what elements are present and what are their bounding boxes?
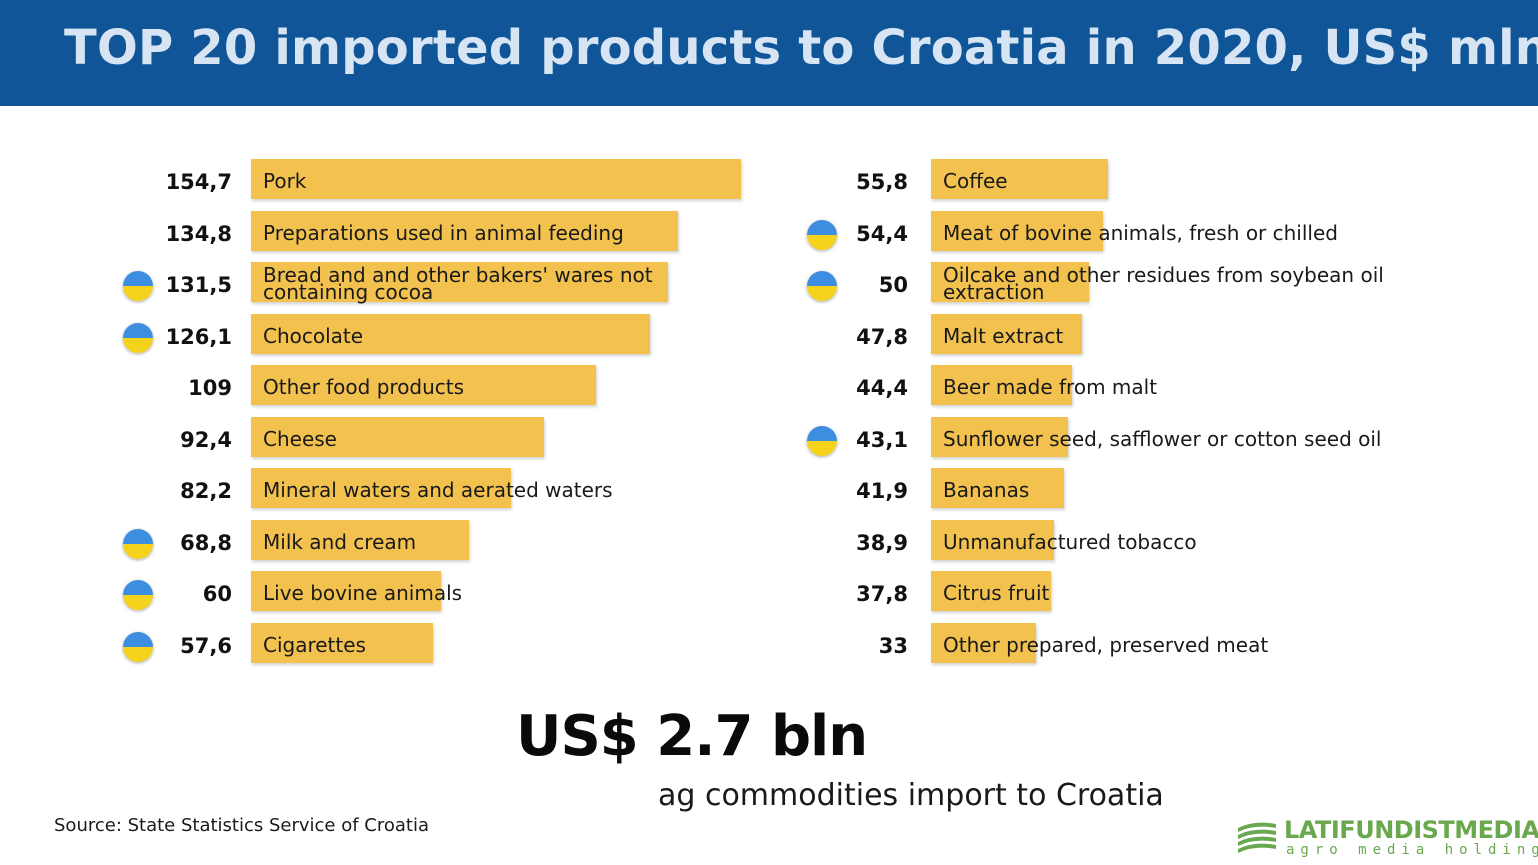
title-banner: TOP 20 imported products to Croatia in 2… [0,0,1538,106]
category-label-line: Bread and and other bakers' wares not [263,263,653,287]
bar-value-label: 131,5 [165,273,232,297]
bar-value-label: 92,4 [180,428,232,452]
category-label: Preparations used in animal feeding [263,221,624,245]
category-label: Malt extract [943,324,1064,348]
bar [931,623,1036,663]
bar-value-label: 44,4 [856,376,908,400]
category-label-line: containing cocoa [263,280,434,304]
bar [251,262,668,302]
category-label: Bread and and other bakers' wares not con… [263,263,653,304]
ukraine-flag-icon [123,529,153,559]
bar [931,211,1103,251]
bar-value-label: 68,8 [180,531,232,555]
bar [931,468,1064,508]
category-label: Cheese [263,427,337,451]
bar-value-label: 37,8 [856,582,908,606]
ukraine-flag-icon [807,271,837,301]
bar-value-label: 50 [878,273,908,297]
logo-tagline: agro media holding [1286,842,1538,858]
bar-value-label: 33 [878,634,908,658]
ukraine-flag-icon [123,580,153,610]
chart-title: TOP 20 imported products to Croatia in 2… [64,20,1538,76]
bar-value-label: 134,8 [165,222,232,246]
bar-value-label: 54,4 [856,222,908,246]
bar [251,623,433,663]
bar [931,314,1082,354]
total-import-value: US$ 2.7 bln [516,704,868,769]
source-note: Source: State Statistics Service of Croa… [54,815,430,836]
category-label: Other prepared, preserved meat [943,633,1269,657]
category-label: Citrus fruit [943,581,1050,605]
bar-value-label: 38,9 [856,531,908,555]
bar-value-label: 57,6 [180,634,232,658]
category-label: Sunflower seed, safflower or cotton seed… [943,427,1382,451]
bar-value-label: 109 [188,376,232,400]
bar [931,571,1051,611]
bar [931,262,1089,302]
bar [251,314,650,354]
category-label: Pork [263,169,307,193]
category-label: Live bovine animals [263,581,463,605]
bar-value-label: 55,8 [856,170,908,194]
category-label: Other food products [263,375,465,399]
category-label: Coffee [943,169,1008,193]
category-label: Milk and cream [263,530,417,554]
bar [251,211,678,251]
bar [251,417,544,457]
bar-value-label: 154,7 [165,170,232,194]
category-label: Bananas [943,478,1030,502]
category-label: Cigarettes [263,633,366,657]
bar [251,520,469,560]
bar-value-label: 41,9 [856,479,908,503]
category-label-line: extraction [943,280,1045,304]
ukraine-flag-icon [807,220,837,250]
ukraine-flag-icon [807,426,837,456]
bar [251,468,511,508]
bar-value-label: 126,1 [165,325,232,349]
bar-value-label: 60 [202,582,232,606]
total-import-caption: ag commodities import to Croatia [658,778,1164,813]
bar [931,417,1068,457]
category-label: Oilcake and other residues from soybean … [943,263,1384,304]
bar-value-label: 82,2 [180,479,232,503]
ukraine-flag-icon [123,323,153,353]
bar-value-label: 43,1 [856,428,908,452]
bar [931,159,1108,199]
category-label: Chocolate [263,324,364,348]
bar [251,159,741,199]
ukraine-flag-icon [123,632,153,662]
bar [931,365,1072,405]
category-label: Mineral waters and aerated waters [263,478,613,502]
field-rows-logo-icon [1238,822,1276,853]
logo-name: LATIFUNDISTMEDIA [1284,816,1538,844]
latifundist-logo: LATIFUNDISTMEDIA agro media holding [1236,816,1538,860]
category-label-line: Oilcake and other residues from soybean … [943,263,1384,287]
category-label: Beer made from malt [943,375,1158,399]
category-label: Unmanufactured tobacco [943,530,1197,554]
ukraine-flag-icon [123,271,153,301]
bar [251,571,441,611]
bar [251,365,596,405]
category-label: Meat of bovine animals, fresh or chilled [943,221,1338,245]
bar [931,520,1054,560]
bar-value-label: 47,8 [856,325,908,349]
